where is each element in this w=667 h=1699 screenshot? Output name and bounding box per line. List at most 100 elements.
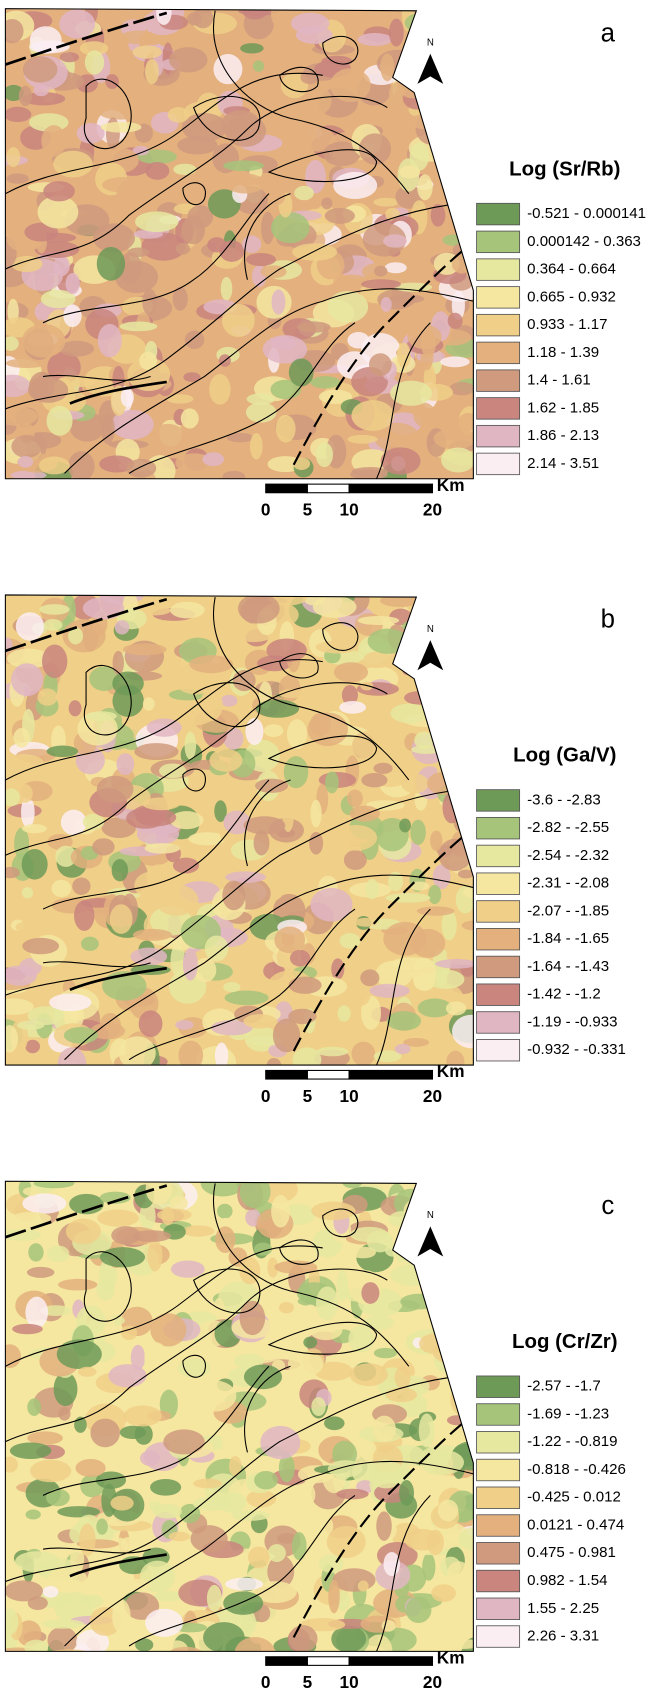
map-texture: [116, 179, 145, 214]
map-texture: [318, 389, 353, 404]
map-texture: [79, 41, 109, 56]
map-texture: [292, 457, 311, 470]
map-texture: [365, 1634, 393, 1652]
contact-line: [279, 1239, 319, 1265]
map-texture: [310, 712, 332, 736]
map-texture: [38, 456, 70, 475]
map-texture: [262, 335, 308, 364]
map-texture: [368, 353, 392, 377]
map-texture: [116, 753, 135, 776]
map-texture: [225, 173, 265, 194]
map-texture: [167, 107, 190, 123]
map-texture: [428, 884, 442, 905]
map-texture: [88, 467, 106, 479]
map-texture: [46, 405, 73, 436]
map-texture: [214, 1042, 229, 1066]
map-texture: [237, 594, 280, 624]
map-texture: [27, 1006, 65, 1025]
contact-line: [279, 653, 319, 679]
map-texture: [170, 1646, 202, 1652]
map-texture: [423, 244, 443, 254]
map-texture: [53, 1371, 78, 1407]
map-texture: [56, 1339, 102, 1369]
map-texture: [445, 625, 474, 650]
map-texture: [422, 1552, 436, 1581]
map-texture: [110, 1495, 134, 1511]
legend-label: 0.0121 - 0.474: [527, 1516, 624, 1533]
map-texture: [213, 53, 243, 85]
map-texture: [324, 1416, 345, 1431]
map: [5, 1181, 474, 1652]
map-texture: [372, 1415, 396, 1443]
scale-segment: [306, 1069, 350, 1080]
map-texture: [360, 969, 380, 987]
map-texture: [444, 659, 474, 694]
map-texture: [410, 928, 446, 958]
map-texture: [404, 691, 435, 705]
map-texture: [241, 1610, 257, 1637]
map-texture: [469, 1185, 474, 1201]
map-texture: [442, 52, 474, 82]
map-texture: [365, 878, 379, 900]
contact-line: [5, 790, 452, 996]
map-texture: [436, 1203, 474, 1227]
map-texture: [189, 430, 212, 446]
map-texture: [81, 936, 99, 951]
map-texture: [462, 49, 474, 75]
legend-swatch: [476, 258, 521, 281]
map-texture: [455, 699, 474, 710]
map-texture: [254, 1470, 278, 1490]
map-texture: [402, 666, 415, 676]
map-texture: [445, 1211, 470, 1235]
north-arrow: [417, 1226, 444, 1257]
map-texture: [442, 88, 472, 121]
contact-line: [128, 908, 356, 1061]
map-texture: [361, 279, 401, 290]
map-texture: [418, 1413, 435, 1448]
map-texture: [261, 211, 275, 245]
map-texture: [17, 456, 34, 468]
map-texture: [97, 323, 122, 358]
map-texture: [114, 260, 159, 294]
map-texture: [82, 813, 105, 830]
fault: [69, 1553, 167, 1578]
contact-line: [5, 659, 323, 781]
map-texture: [109, 53, 132, 66]
map-texture: [85, 711, 117, 721]
map-texture: [42, 1586, 59, 1598]
contact-line: [64, 874, 474, 1061]
legend-label: -0.521 - 0.000141: [527, 205, 646, 222]
legend-label: -0.818 - -0.426: [527, 1461, 626, 1478]
legend-swatch: [476, 313, 521, 337]
map-texture: [440, 609, 469, 641]
north-label: N: [427, 1210, 434, 1221]
map-texture: [21, 323, 66, 358]
map-texture: [11, 434, 43, 459]
map-texture: [342, 1181, 363, 1189]
contact-line: [64, 1460, 474, 1647]
map-texture: [443, 1273, 458, 1286]
map-texture: [456, 692, 474, 720]
map-texture: [450, 128, 474, 143]
map-texture: [37, 195, 79, 229]
map-texture: [5, 374, 31, 398]
map-texture: [232, 1510, 270, 1521]
fault: [5, 11, 168, 66]
contact-line: [193, 1268, 261, 1314]
map-texture: [334, 824, 378, 851]
map-texture: [307, 1181, 321, 1207]
contact-line: [5, 682, 388, 856]
map-texture: [5, 358, 48, 368]
map-texture: [448, 597, 462, 632]
map-texture: [430, 203, 446, 227]
map-texture: [327, 1460, 363, 1478]
map-texture: [270, 185, 286, 205]
legend-swatch: [476, 1431, 521, 1454]
map-texture: [5, 336, 19, 351]
map: [5, 594, 474, 1066]
map-texture: [225, 871, 266, 883]
map-texture: [373, 762, 393, 774]
map-texture: [96, 1518, 108, 1535]
map-texture: [96, 1554, 116, 1582]
